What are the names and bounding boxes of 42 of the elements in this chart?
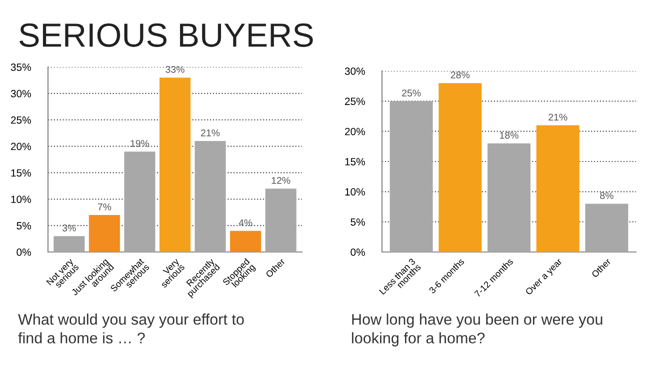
bar: [536, 125, 580, 252]
y-tick-label: 30%: [10, 90, 31, 98]
y-tick-label: 35%: [10, 64, 31, 71]
x-axis-title: How long have you been or were you looking for a home?: [352, 314, 602, 346]
data-label: 4%: [238, 219, 252, 226]
bar: [54, 236, 85, 252]
data-label: 7%: [98, 203, 112, 210]
data-label: 25%: [402, 90, 421, 96]
data-label: 18%: [500, 132, 518, 139]
x-axis-title: What would you say your effort to find a home is … ?: [18, 314, 244, 344]
y-tick-label: 20%: [11, 142, 31, 150]
data-label: 3%: [62, 224, 76, 232]
bar: [124, 152, 156, 252]
bar: [438, 83, 482, 252]
data-label: 21%: [548, 114, 568, 121]
bar: [88, 215, 120, 252]
data-label: 28%: [450, 71, 470, 78]
y-tick-label: 30%: [344, 68, 365, 75]
bar: [488, 143, 530, 252]
data-label: 12%: [272, 176, 290, 184]
y-tick-label: 15%: [11, 169, 31, 177]
y-tick-label: 10%: [345, 188, 365, 196]
bar: [585, 204, 628, 252]
y-tick-label: 25%: [11, 116, 31, 124]
y-tick-label: 0%: [350, 248, 365, 256]
data-label: 8%: [600, 192, 614, 200]
bar: [265, 188, 296, 252]
y-tick-label: 20%: [345, 128, 365, 136]
y-tick-label: 5%: [16, 222, 31, 230]
bar: [390, 101, 433, 252]
data-label: 19%: [130, 140, 150, 147]
bar: [194, 141, 226, 252]
y-tick-label: 0%: [16, 248, 31, 256]
bar: [159, 78, 191, 252]
y-tick-label: 15%: [345, 158, 365, 166]
data-label: 21%: [201, 129, 220, 136]
y-tick-label: 25%: [345, 98, 365, 106]
bar: [230, 230, 262, 252]
data-label: 33%: [166, 66, 184, 73]
y-tick-label: 10%: [11, 196, 31, 204]
chart-title: SERIOUS BUYERS: [20, 23, 313, 47]
y-tick-label: 5%: [350, 218, 365, 226]
